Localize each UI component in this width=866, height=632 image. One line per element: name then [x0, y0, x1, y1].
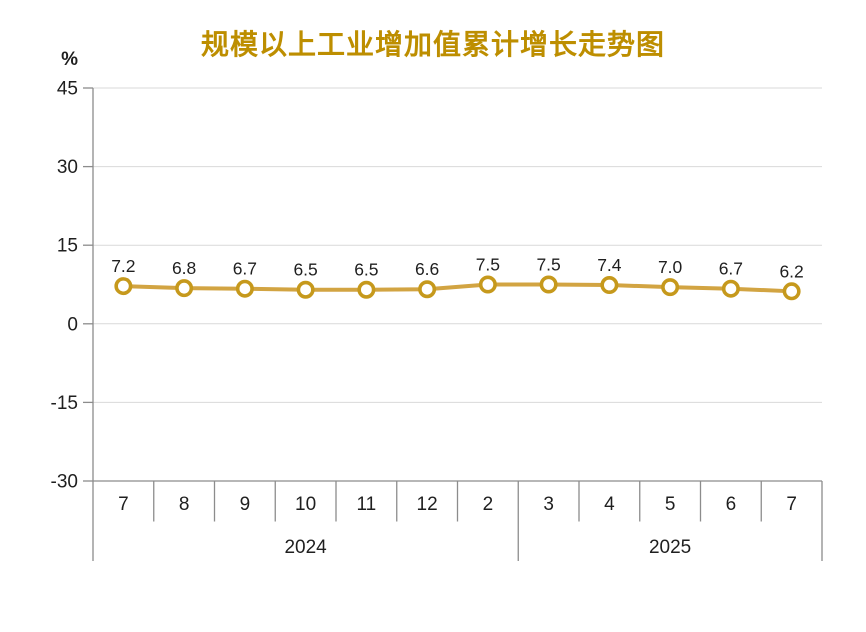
y-tick-label: 15	[57, 236, 78, 257]
data-point-marker	[600, 276, 619, 295]
month-label: 11	[357, 494, 377, 515]
y-tick-label: 0	[67, 314, 78, 335]
month-label: 6	[726, 494, 737, 515]
data-point-label: 7.5	[476, 255, 500, 275]
data-point-marker	[296, 280, 315, 299]
y-tick-label: 45	[57, 79, 78, 100]
data-point-marker	[357, 280, 376, 299]
month-label: 7	[118, 494, 129, 515]
month-label: 7	[786, 494, 797, 515]
month-label: 5	[665, 494, 676, 515]
page-title: 规模以上工业增加值累计增长走势图	[200, 29, 665, 60]
month-label: 12	[417, 494, 438, 515]
data-point-marker	[661, 278, 680, 297]
data-point-label: 7.4	[597, 255, 622, 275]
y-tick-label: -30	[51, 472, 78, 493]
data-point-marker	[418, 280, 437, 299]
data-point-label: 6.7	[233, 259, 257, 279]
year-label: 2024	[284, 537, 327, 558]
month-label: 9	[240, 494, 251, 515]
series-line	[121, 282, 794, 294]
data-point-marker	[478, 275, 497, 294]
data-point-label: 7.0	[658, 257, 683, 277]
data-point-label: 6.5	[354, 260, 378, 280]
data-point-label: 6.5	[293, 260, 317, 280]
y-tick-label: -15	[51, 393, 78, 414]
y-tick-label: 30	[57, 157, 78, 178]
month-label: 4	[604, 494, 615, 515]
month-label: 3	[543, 494, 554, 515]
month-label: 2	[483, 494, 494, 515]
data-point-marker	[539, 275, 558, 294]
y-axis-unit-label: %	[61, 49, 78, 70]
data-point-label: 6.8	[172, 258, 196, 278]
month-label: 10	[295, 494, 316, 515]
data-point-marker	[175, 279, 194, 298]
data-point-marker	[782, 282, 801, 301]
data-point-marker	[114, 277, 133, 296]
data-point-label: 7.2	[111, 256, 135, 276]
data-point-marker	[235, 279, 254, 298]
data-point-label: 6.7	[719, 259, 743, 279]
month-label: 8	[179, 494, 190, 515]
data-point-marker	[721, 279, 740, 298]
data-point-label: 6.6	[415, 259, 439, 279]
year-label: 2025	[649, 537, 691, 558]
data-point-label: 7.5	[536, 255, 560, 275]
data-point-label: 6.2	[779, 261, 803, 281]
